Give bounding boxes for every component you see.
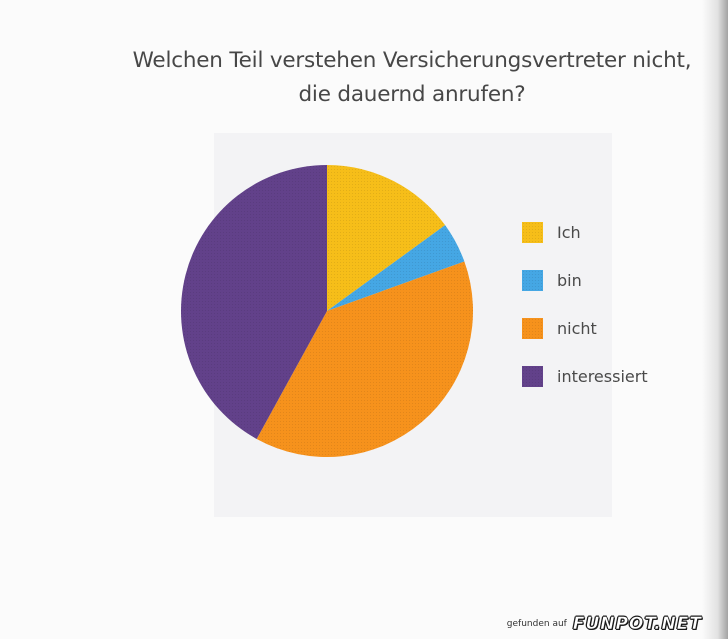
legend-swatch-texture — [522, 270, 543, 291]
legend-label-nicht: nicht — [557, 319, 597, 338]
legend-swatch-texture — [522, 318, 543, 339]
legend-item-ich: Ich — [522, 222, 581, 243]
chart-title-line-2: die dauernd anrufen? — [298, 82, 526, 107]
footer-watermark: gefunden auf FUNPOT.NET — [507, 613, 702, 635]
paper-edge-shadow — [702, 0, 728, 639]
chart-title-line-1: Welchen Teil verstehen Versicherungsvert… — [132, 48, 692, 73]
legend-label-bin: bin — [557, 271, 582, 290]
footer-prefix: gefunden auf — [506, 619, 567, 629]
chart-title: Welchen Teil verstehen Versicherungsvert… — [92, 44, 728, 112]
legend-label-interessiert: interessiert — [557, 367, 648, 386]
funpot-logo: FUNPOT.NET — [572, 614, 702, 635]
chart-legend: Ich bin nicht interessiert — [522, 222, 648, 387]
legend-item-interessiert: interessiert — [522, 366, 648, 387]
legend-swatch-texture — [522, 222, 543, 243]
pie-texture — [181, 165, 473, 457]
legend-item-bin: bin — [522, 270, 582, 291]
legend-swatch-texture — [522, 366, 543, 387]
legend-item-nicht: nicht — [522, 318, 597, 339]
pie-halftone-overlay — [181, 165, 473, 457]
legend-label-ich: Ich — [557, 223, 581, 242]
